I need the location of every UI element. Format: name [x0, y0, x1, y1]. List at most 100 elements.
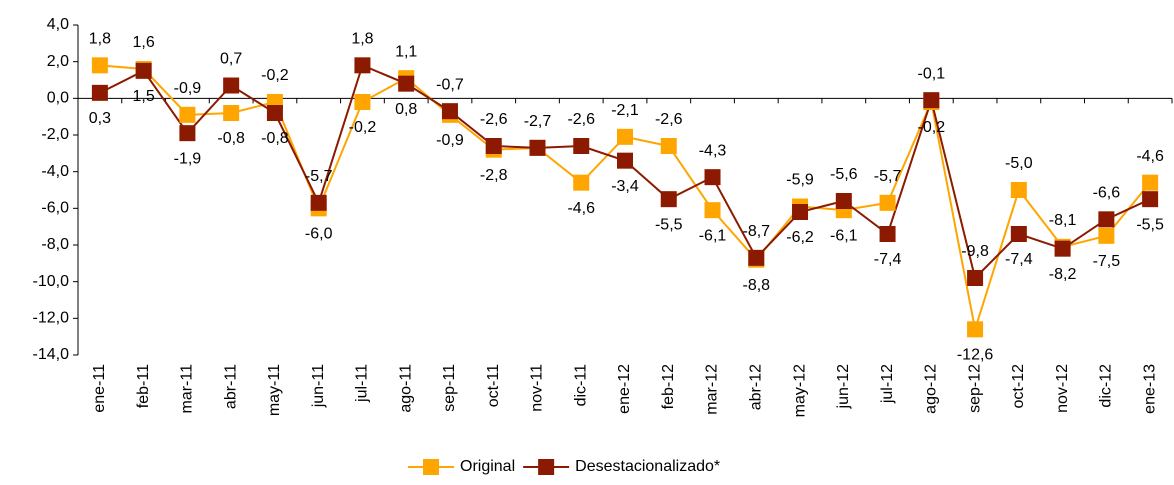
- marker: [1010, 226, 1027, 242]
- marker: [223, 105, 240, 121]
- marker: [704, 169, 721, 186]
- data-label: -5,6: [830, 166, 858, 183]
- y-tick-label: -14,0: [33, 346, 70, 363]
- x-tick-label: ene-11: [91, 364, 108, 413]
- marker: [967, 321, 984, 338]
- marker: [835, 193, 852, 209]
- data-label: 0,3: [89, 110, 111, 127]
- data-label: -6,1: [699, 227, 727, 244]
- marker: [310, 194, 327, 211]
- x-tick-label: abr-12: [747, 364, 764, 410]
- data-label: -0,8: [261, 130, 289, 147]
- x-tick-label: jul-12: [879, 364, 896, 404]
- x-tick-label: oct-11: [485, 364, 502, 407]
- y-tick-label: -12,0: [33, 310, 70, 327]
- data-label: 1,1: [395, 43, 417, 60]
- x-tick-label: mar-11: [179, 364, 196, 414]
- data-label: -0,9: [436, 132, 464, 149]
- data-label: -0,2: [349, 119, 377, 136]
- data-label: 1,5: [133, 88, 155, 105]
- marker: [529, 139, 546, 156]
- marker: [879, 194, 896, 211]
- marker: [660, 191, 677, 208]
- y-tick-label: -6,0: [41, 200, 69, 217]
- marker: [1142, 174, 1159, 191]
- data-label: -8,1: [1049, 212, 1077, 229]
- marker: [660, 138, 677, 154]
- marker: [748, 249, 765, 266]
- data-label: -0,7: [436, 76, 464, 93]
- marker: [485, 138, 502, 154]
- marker: [1054, 240, 1071, 257]
- legend-marker: [423, 459, 439, 475]
- data-label: -0,1: [918, 65, 946, 82]
- marker: [573, 138, 590, 154]
- legend-label: Original: [460, 458, 515, 475]
- data-label: -2,7: [524, 113, 552, 130]
- data-label: -7,4: [874, 251, 902, 268]
- data-label: -5,0: [1005, 155, 1033, 172]
- series-line: [99, 63, 1151, 280]
- data-label: -1,9: [174, 150, 202, 167]
- x-tick-label: dic-12: [1098, 364, 1115, 408]
- marker: [135, 62, 152, 79]
- x-tick-label: mar-12: [704, 364, 721, 415]
- marker: [91, 84, 108, 101]
- data-label: -2,6: [567, 111, 595, 128]
- data-label: -3,4: [611, 178, 639, 195]
- x-tick-label: oct-12: [1010, 364, 1027, 409]
- marker: [573, 174, 590, 191]
- data-label: -2,6: [480, 111, 508, 128]
- marker: [398, 75, 415, 92]
- marker: [879, 226, 896, 242]
- x-tick-label: ene-13: [1141, 364, 1158, 414]
- marker: [179, 125, 196, 142]
- data-label: -5,7: [874, 168, 902, 185]
- data-label: -5,7: [305, 168, 333, 185]
- marker: [1142, 191, 1159, 208]
- data-label: 1,8: [89, 31, 111, 48]
- data-label: -4,6: [567, 200, 595, 217]
- x-tick-label: nov-12: [1054, 364, 1071, 413]
- y-tick-label: -4,0: [41, 163, 69, 180]
- data-label: -5,5: [655, 216, 683, 233]
- data-label: -5,5: [1136, 216, 1164, 233]
- marker: [1098, 211, 1115, 228]
- marker: [1010, 182, 1027, 198]
- x-tick-label: dic-11: [572, 364, 589, 406]
- marker: [617, 128, 633, 145]
- data-label: -2,8: [480, 167, 508, 184]
- x-tick-label: may-12: [791, 364, 808, 417]
- x-tick-label: ago-11: [397, 364, 414, 413]
- data-label: 1,8: [351, 31, 373, 48]
- data-label: -0,2: [261, 67, 289, 84]
- data-label: -2,6: [655, 111, 683, 128]
- data-label: -4,3: [699, 142, 727, 159]
- x-tick-label: ene-12: [616, 364, 633, 414]
- x-tick-label: sep-12: [966, 364, 983, 413]
- data-label: -6,1: [830, 227, 858, 244]
- marker: [617, 152, 633, 169]
- x-tick-label: jun-12: [835, 364, 852, 410]
- data-label: -8,8: [742, 277, 770, 294]
- data-label: -8,7: [742, 223, 770, 240]
- marker: [354, 57, 371, 74]
- data-label: -9,8: [961, 243, 989, 260]
- marker: [704, 202, 721, 219]
- marker: [179, 106, 196, 123]
- marker: [223, 77, 240, 94]
- data-label: -7,5: [1093, 253, 1121, 270]
- data-label: -5,9: [786, 172, 814, 189]
- x-tick-label: jun-11: [310, 364, 327, 408]
- data-label: -7,4: [1005, 251, 1033, 268]
- marker: [91, 57, 108, 74]
- x-tick-label: sep-11: [441, 364, 458, 412]
- marker: [792, 204, 809, 220]
- data-label: 0,8: [395, 101, 417, 118]
- data-label: -0,9: [174, 80, 202, 97]
- marker: [441, 103, 458, 120]
- y-tick-label: -2,0: [41, 126, 69, 143]
- legend-marker: [538, 459, 555, 475]
- data-label: -6,2: [786, 229, 814, 246]
- marker: [1098, 227, 1115, 244]
